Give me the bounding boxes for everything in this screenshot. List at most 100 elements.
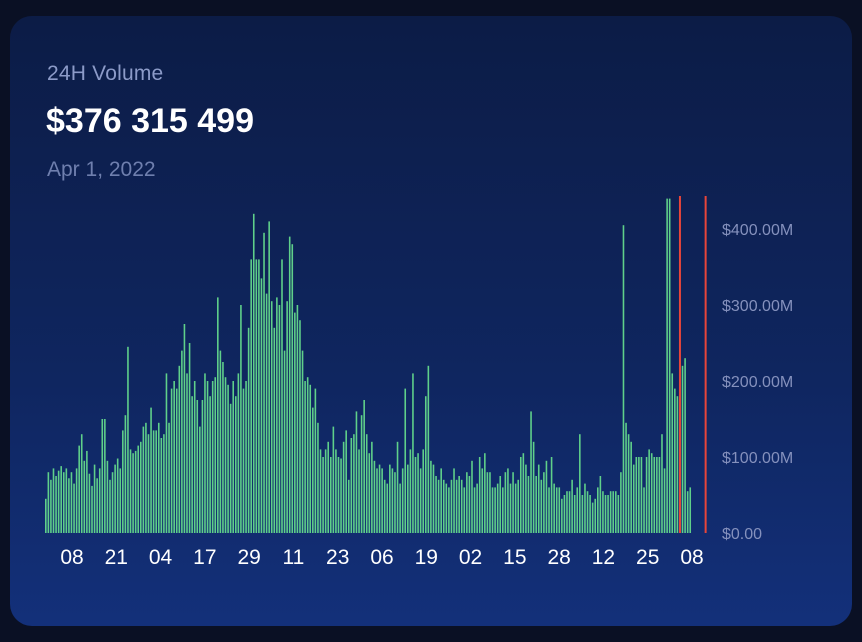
volume-bar: [122, 430, 124, 533]
volume-bar: [150, 407, 152, 533]
volume-bar: [155, 430, 157, 533]
volume-bar: [173, 381, 175, 533]
volume-bar: [591, 502, 594, 533]
volume-bar: [335, 449, 337, 533]
volume-bar: [270, 301, 273, 533]
volume-bar: [178, 365, 181, 533]
volume-bar: [584, 483, 586, 533]
volume-bar: [394, 472, 396, 533]
volume-bar: [163, 434, 165, 533]
volume-bar: [499, 476, 502, 533]
volume-bar: [234, 396, 237, 533]
volume-bar: [101, 419, 104, 533]
x-tick-label: 19: [415, 546, 438, 569]
volume-bar: [201, 400, 204, 533]
volume-bar: [378, 464, 381, 533]
volume-bar: [612, 491, 614, 533]
volume-bar: [419, 468, 422, 533]
volume-bar: [276, 297, 278, 533]
y-axis-ticks: $0.00 $100.00M $200.00M $300.00M $400.00M: [722, 222, 793, 543]
volume-bar: [147, 434, 150, 533]
volume-bar: [445, 483, 448, 533]
volume-bar: [227, 384, 229, 533]
x-tick-label: 08: [60, 546, 83, 569]
volume-bar: [383, 479, 386, 533]
volume-bar: [240, 305, 242, 533]
volume-bar: [573, 495, 576, 533]
volume-bar: [602, 491, 604, 533]
x-tick-label: 02: [459, 546, 482, 569]
volume-bar: [353, 434, 355, 533]
volume-bar: [329, 457, 332, 533]
volume-bar: [494, 487, 496, 533]
volume-bar: [245, 381, 247, 533]
volume-bar: [450, 479, 453, 533]
volume-bar: [607, 495, 609, 533]
volume-bar: [630, 441, 632, 533]
volume-bar: [371, 441, 373, 533]
volume-bar: [340, 458, 342, 533]
volume-bar: [175, 388, 178, 533]
volume-bar: [170, 388, 173, 533]
volume-bar: [440, 468, 442, 533]
volume-bar: [55, 476, 57, 533]
volume-bar: [345, 430, 347, 533]
volume-bar: [663, 468, 666, 533]
volume-bar: [404, 388, 407, 533]
volume-bar: [260, 278, 263, 533]
volume-bar: [273, 327, 276, 533]
x-tick-label: 17: [193, 546, 216, 569]
volume-bar: [65, 468, 68, 533]
volume-bar: [193, 381, 196, 533]
volume-bar: [496, 483, 499, 533]
volume-bar: [632, 464, 635, 533]
volume-bar: [286, 301, 288, 533]
volume-bar: [296, 305, 299, 533]
volume-bar: [448, 487, 450, 533]
volume-bar: [263, 232, 265, 534]
x-tick-label: 15: [503, 546, 526, 569]
volume-bar: [78, 445, 80, 533]
volume-bar: [299, 320, 301, 533]
volume-bar: [555, 487, 558, 533]
volume-bar: [424, 396, 427, 533]
volume-bar: [232, 381, 235, 533]
volume-bar: [237, 373, 240, 533]
volume-bar: [548, 487, 550, 533]
volume-bar: [281, 259, 283, 533]
volume-bar: [609, 491, 612, 533]
volume-bar: [522, 453, 525, 533]
volume-bar: [50, 479, 52, 533]
volume-bar: [206, 381, 209, 533]
volume-bar: [255, 259, 258, 533]
x-tick-label: 06: [370, 546, 393, 569]
volume-bar: [571, 479, 573, 533]
volume-bar: [217, 297, 219, 533]
volume-bar: [47, 472, 50, 533]
volume-bar: [132, 453, 134, 533]
volume-bar: [324, 449, 327, 533]
volume-bar: [586, 491, 589, 533]
volume-bar: [152, 430, 155, 533]
volume-bar: [486, 472, 489, 533]
volume-bar: [363, 400, 365, 533]
volume-bar: [620, 472, 622, 533]
volume-bar: [550, 457, 553, 533]
volume-bar: [622, 225, 625, 533]
volume-bar: [558, 487, 561, 533]
volume-bar: [368, 453, 371, 533]
volume-bar: [165, 373, 168, 533]
volume-bar: [668, 198, 671, 533]
volume-bar: [519, 457, 522, 533]
y-tick-label: $0.00: [722, 526, 762, 543]
volume-bar: [119, 468, 122, 533]
volume-bar: [638, 457, 640, 533]
volume-bar: [247, 327, 250, 533]
volume-bar: [391, 468, 394, 533]
volume-bar: [157, 422, 160, 533]
volume-bar: [109, 479, 111, 533]
volume-bar: [643, 487, 645, 533]
volume-bar: [561, 498, 563, 533]
volume-bar: [301, 350, 304, 533]
